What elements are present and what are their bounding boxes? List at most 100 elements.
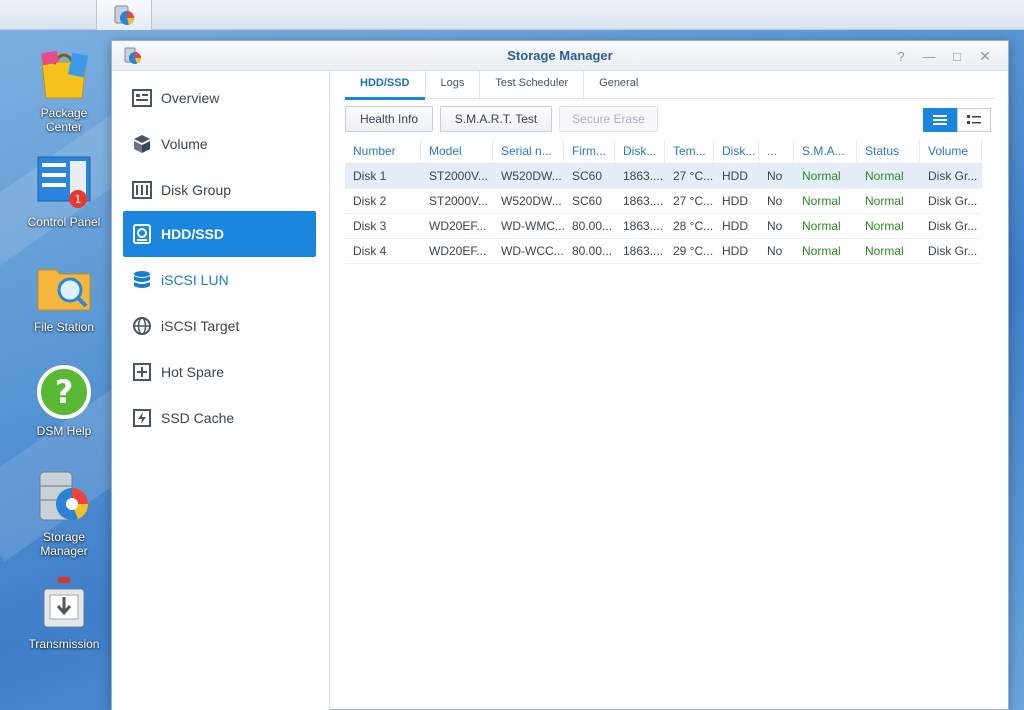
cell-number: Disk 4 — [353, 244, 387, 258]
cell-number: Disk 3 — [353, 219, 387, 233]
desktop-icon-label: File Station — [33, 320, 95, 334]
close-button[interactable]: ✕ — [979, 47, 991, 64]
sidebar-item-ssd-cache[interactable]: SSD Cache — [123, 395, 316, 441]
sidebar-item-label: HDD/SSD — [161, 226, 225, 242]
cell-serial: W520DW... — [501, 194, 562, 208]
column-header[interactable]: S.M.A... — [794, 139, 857, 163]
tab-test-scheduler[interactable]: Test Scheduler — [480, 71, 585, 99]
column-header[interactable]: Status — [857, 139, 920, 163]
cell-smart-status: Normal — [802, 244, 841, 258]
sidebar-item-label: Overview — [161, 90, 220, 106]
tab-logs[interactable]: Logs — [426, 71, 481, 99]
desktop-icon-label: Package Center — [40, 106, 88, 134]
cell-temperature: 27 °C... — [673, 169, 714, 183]
cell-misc: No — [767, 169, 783, 183]
cell-smart-status: Normal — [802, 219, 841, 233]
cell-disk-size: 1863.... — [623, 244, 664, 258]
storage-manager-icon — [124, 47, 141, 64]
smart-test-button[interactable]: S.M.A.R.T. Test — [440, 106, 552, 132]
column-header[interactable]: Model — [421, 139, 493, 163]
sidebar-item-label: SSD Cache — [161, 410, 235, 426]
column-header[interactable]: Disk... — [714, 139, 759, 163]
cell-disk-size: 1863.... — [623, 194, 664, 208]
svg-text:?: ? — [55, 373, 74, 411]
database-icon — [131, 269, 153, 291]
desktop-icon-storage-manager[interactable]: Storage Manager — [18, 468, 110, 558]
svg-text:1: 1 — [75, 193, 82, 206]
toolbar: Health Info S.M.A.R.T. Test Secure Erase — [345, 106, 995, 132]
cell-temperature: 28 °C... — [673, 219, 714, 233]
cell-number: Disk 2 — [353, 194, 387, 208]
sidebar-item-iscsi-target[interactable]: iSCSI Target — [123, 303, 316, 349]
cell-model: WD20EF... — [429, 244, 487, 258]
sidebar-item-iscsi-lun[interactable]: iSCSI LUN — [123, 257, 316, 303]
column-header[interactable]: Tem... — [665, 139, 714, 163]
column-header[interactable]: Serial n... — [493, 139, 564, 163]
package-center-icon — [41, 50, 89, 99]
window-titlebar[interactable]: Storage Manager ? — □ ✕ — [112, 41, 1008, 71]
table-row[interactable]: Disk 4 WD20EF... WD-WCC... 80.00... 1863… — [345, 239, 982, 264]
desktop-icon-label: DSM Help — [36, 424, 92, 438]
maximize-button[interactable]: □ — [953, 48, 961, 64]
table-row[interactable]: Disk 2 ST2000V... W520DW... SC60 1863...… — [345, 189, 982, 214]
cell-misc: No — [767, 219, 783, 233]
cell-disk-type: HDD — [722, 219, 748, 233]
desktop-icon-file-station[interactable]: File Station — [18, 258, 110, 334]
detail-view-icon — [967, 115, 981, 124]
cell-disk-type: HDD — [722, 194, 748, 208]
cell-number: Disk 1 — [353, 169, 387, 183]
sidebar-item-label: Hot Spare — [161, 364, 225, 380]
tab-general[interactable]: General — [599, 77, 639, 89]
cell-disk-type: HDD — [722, 169, 748, 183]
table-row[interactable]: Disk 3 WD20EF... WD-WMC... 80.00... 1863… — [345, 214, 982, 239]
cell-firmware: SC60 — [572, 169, 603, 183]
cell-serial: WD-WMC... — [501, 219, 564, 233]
column-header[interactable]: Number — [345, 139, 421, 163]
help-button[interactable]: ? — [897, 48, 905, 64]
list-view-button[interactable] — [923, 108, 957, 132]
cell-smart-status: Normal — [802, 194, 841, 208]
main-panel: HDD/SSD Logs Test Scheduler General Heal… — [331, 71, 1009, 710]
table-row[interactable]: Disk 1 ST2000V... W520DW... SC60 1863...… — [345, 164, 982, 189]
desktop-icon-dsm-help[interactable]: ? DSM Help — [18, 362, 110, 438]
sidebar-item-label: iSCSI Target — [161, 318, 240, 334]
disk-group-icon — [131, 179, 153, 201]
help-icon: ? — [37, 365, 91, 419]
file-station-icon — [37, 269, 91, 311]
cell-volume: Disk Gr... — [928, 194, 978, 208]
sidebar-item-volume[interactable]: Volume — [123, 121, 316, 167]
hot-spare-icon — [131, 361, 153, 383]
sidebar-item-hot-spare[interactable]: Hot Spare — [123, 349, 316, 395]
column-header[interactable]: Volume — [920, 139, 982, 163]
sidebar-item-label: Disk Group — [161, 182, 232, 198]
desktop-icon-control-panel[interactable]: 1 Control Panel — [18, 153, 110, 229]
secure-erase-button[interactable]: Secure Erase — [559, 106, 658, 132]
desktop-icon-package-center[interactable]: Package Center — [18, 44, 110, 134]
cell-temperature: 29 °C... — [673, 244, 714, 258]
health-info-button[interactable]: Health Info — [345, 106, 433, 132]
cell-disk-size: 1863.... — [623, 169, 664, 183]
taskbar-storage-manager-button[interactable] — [96, 0, 152, 30]
desktop-icon-label: Transmission — [28, 637, 100, 651]
sidebar-item-hdd-ssd[interactable]: HDD/SSD — [123, 211, 316, 257]
cell-volume: Disk Gr... — [928, 169, 978, 183]
volume-icon — [131, 133, 153, 155]
column-header[interactable]: ... — [759, 139, 794, 163]
cell-smart-status: Normal — [802, 169, 841, 183]
table-header: Number Model Serial n... Firm... Disk...… — [345, 139, 982, 164]
sidebar-item-disk-group[interactable]: Disk Group — [123, 167, 316, 213]
tab-bar: HDD/SSD Logs Test Scheduler General — [345, 71, 995, 100]
cell-misc: No — [767, 194, 783, 208]
transmission-icon — [43, 577, 85, 628]
desktop-icon-transmission[interactable]: Transmission — [18, 575, 110, 651]
column-header[interactable]: Firm... — [564, 139, 615, 163]
column-header[interactable]: Disk... — [615, 139, 665, 163]
minimize-button[interactable]: — — [922, 48, 936, 64]
tab-hdd-ssd[interactable]: HDD/SSD — [345, 71, 426, 100]
storage-manager-window: Storage Manager ? — □ ✕ Overview Volume … — [111, 40, 1009, 710]
notification-badge — [69, 190, 87, 208]
detail-view-button[interactable] — [957, 108, 991, 132]
app-icon — [124, 47, 142, 70]
overview-icon — [131, 87, 153, 109]
sidebar-item-overview[interactable]: Overview — [123, 75, 316, 121]
